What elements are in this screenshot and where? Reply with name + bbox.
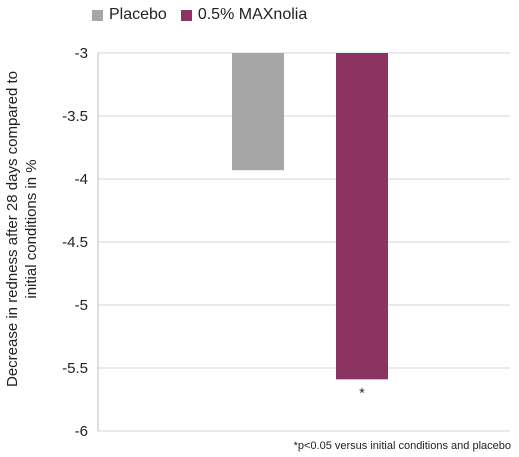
legend-swatch-maxnolia xyxy=(180,9,192,21)
bar-maxnolia xyxy=(336,53,388,380)
footnote: *p<0.05 versus initial conditions and pl… xyxy=(293,440,511,452)
y-tick-label: -4.5 xyxy=(62,234,88,251)
legend: Placebo 0.5% MAXnolia xyxy=(92,6,307,24)
y-tick-label: -5 xyxy=(75,297,88,314)
y-tick-label: -3 xyxy=(75,45,88,62)
legend-item-placebo: Placebo xyxy=(92,6,167,24)
significance-asterisk: * xyxy=(359,384,365,400)
bar-placebo xyxy=(232,53,284,171)
y-tick-label: -3.5 xyxy=(62,108,88,125)
y-tick-label: -4 xyxy=(75,171,88,188)
y-axis-label-line-2: initial conditions in % xyxy=(23,159,40,299)
y-axis-label: Decrease in redness after 28 days compar… xyxy=(3,59,41,399)
y-tick-label: -6 xyxy=(75,423,88,440)
y-axis-label-line-1: Decrease in redness after 28 days compar… xyxy=(4,71,21,388)
y-tick-label: -5.5 xyxy=(62,360,88,377)
legend-label-placebo: Placebo xyxy=(109,6,167,23)
legend-swatch-placebo xyxy=(92,9,103,21)
legend-item-maxnolia: 0.5% MAXnolia xyxy=(180,6,308,24)
legend-label-maxnolia: 0.5% MAXnolia xyxy=(197,6,308,23)
